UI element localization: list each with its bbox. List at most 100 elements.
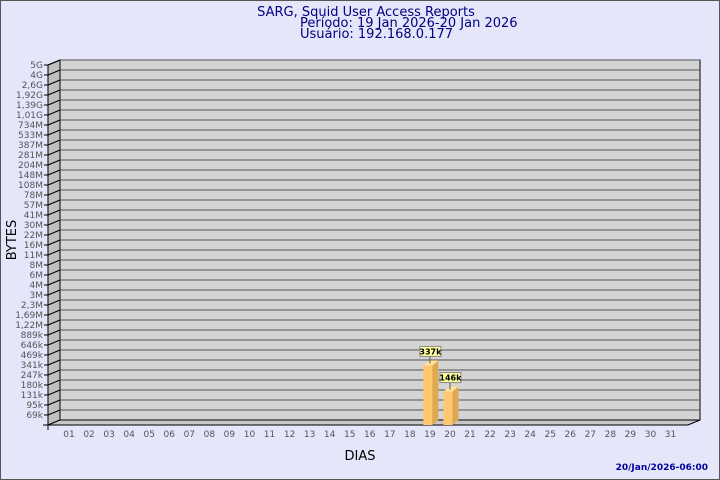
x-tick-label: 16 — [364, 430, 376, 440]
y-tick-label: 4M — [30, 281, 44, 291]
y-tick-label: 533M — [18, 131, 43, 141]
x-tick-label: 14 — [324, 430, 336, 440]
y-tick-slant — [47, 109, 61, 116]
y-tick-label: 2,3M — [21, 301, 43, 311]
bar-label-box — [419, 345, 442, 357]
y-tick-label: 8M — [30, 261, 44, 271]
bar-top — [443, 386, 459, 392]
y-tick-slant — [47, 59, 61, 66]
x-tick-label: 12 — [284, 430, 295, 440]
y-tick-label: 11M — [24, 251, 43, 261]
y-tick-label: 22M — [24, 231, 43, 241]
x-axis-label: DIAS — [345, 449, 376, 464]
y-tick-label: 889k — [21, 331, 44, 341]
y-tick-slant — [47, 179, 61, 186]
y-tick-label: 16M — [24, 241, 43, 251]
y-tick-label: 2,6G — [22, 81, 43, 91]
y-tick-label: 6M — [30, 271, 44, 281]
x-tick-label: 22 — [484, 430, 495, 440]
x-tick-label: 26 — [565, 430, 577, 440]
y-tick-slant — [47, 289, 61, 296]
y-tick-slant — [47, 159, 61, 166]
x-tick-label: 30 — [645, 430, 657, 440]
y-tick-slant — [47, 239, 61, 246]
y-tick-label: 281M — [18, 151, 43, 161]
chart-title: SARG, Squid User Access Reports — [257, 5, 475, 20]
y-tick-label: 180k — [21, 381, 44, 391]
x-tick-label: 25 — [544, 430, 555, 440]
x-tick-label: 02 — [83, 430, 94, 440]
chart-user: Usuário: 192.168.0.177 — [300, 27, 453, 42]
y-tick-label: 469k — [21, 351, 44, 361]
y-tick-slant — [47, 169, 61, 176]
y-tick-slant — [47, 189, 61, 196]
y-tick-label: 57M — [24, 201, 43, 211]
x-tick-label: 31 — [665, 430, 676, 440]
x-tick-label: 10 — [244, 430, 256, 440]
y-tick-label: 1,01G — [16, 111, 43, 121]
y-tick-label: 131k — [21, 391, 44, 401]
bar-value-label: 146k — [439, 374, 462, 383]
y-tick-slant — [47, 69, 61, 76]
y-tick-label: 5G — [30, 61, 43, 71]
y-tick-slant — [47, 279, 61, 286]
x-tick-label: 20 — [444, 430, 456, 440]
x-tick-label: 03 — [103, 430, 114, 440]
bar-side — [452, 386, 459, 425]
y-tick-label: 108M — [18, 181, 43, 191]
y-tick-slant — [47, 149, 61, 156]
y-tick-label: 4G — [30, 71, 43, 81]
y-tick-slant — [47, 129, 61, 136]
y-tick-slant — [47, 409, 61, 416]
y-tick-label: 387M — [18, 141, 43, 151]
y-tick-label: 204M — [18, 161, 43, 171]
y-tick-label: 734M — [18, 121, 43, 131]
y-tick-slant — [47, 259, 61, 266]
y-tick-label: 148M — [18, 171, 43, 181]
y-tick-label: 3M — [30, 291, 44, 301]
y-tick-slant — [47, 349, 61, 356]
y-tick-slant — [47, 299, 61, 306]
x-tick-label: 08 — [204, 430, 216, 440]
x-tick-label: 24 — [524, 430, 536, 440]
y-tick-label: 78M — [24, 191, 43, 201]
y-tick-slant — [47, 219, 61, 226]
y-tick-slant — [47, 379, 61, 386]
y-tick-slant — [47, 329, 61, 336]
y-tick-slant — [47, 89, 61, 96]
x-tick-label: 01 — [63, 430, 74, 440]
x-tick-label: 15 — [344, 430, 355, 440]
x-tick-label: 07 — [184, 430, 195, 440]
bar-side — [432, 360, 439, 425]
y-tick-slant — [47, 79, 61, 86]
y-tick-slant — [47, 309, 61, 316]
x-tick-label: 05 — [143, 430, 154, 440]
y-tick-slant — [47, 339, 61, 346]
y-tick-label: 247k — [21, 371, 44, 381]
x-tick-label: 23 — [504, 430, 515, 440]
x-tick-label: 18 — [404, 430, 416, 440]
x-tick-label: 29 — [625, 430, 637, 440]
y-tick-slant — [47, 389, 61, 396]
chart-period: Período: 19 Jan 2026-20 Jan 2026 — [300, 16, 518, 31]
footer-timestamp: 20/Jan/2026-06:00 — [616, 463, 708, 473]
x-tick-label: 19 — [424, 430, 436, 440]
plot-floor — [47, 419, 701, 426]
y-tick-label: 95k — [26, 401, 43, 411]
bar-top — [423, 360, 439, 366]
bar-label-box — [439, 372, 462, 384]
y-tick-label: 30M — [24, 221, 43, 231]
bar-value-label: 337k — [419, 347, 442, 356]
bar — [443, 391, 453, 425]
y-tick-label: 1,39G — [16, 101, 43, 111]
x-tick-label: 09 — [224, 430, 236, 440]
y-tick-slant — [47, 119, 61, 126]
y-tick-slant — [47, 229, 61, 236]
y-tick-label: 646k — [21, 341, 44, 351]
x-tick-label: 27 — [585, 430, 596, 440]
x-tick-label: 21 — [464, 430, 475, 440]
y-tick-slant — [47, 139, 61, 146]
y-tick-slant — [47, 359, 61, 366]
y-tick-slant — [47, 319, 61, 326]
